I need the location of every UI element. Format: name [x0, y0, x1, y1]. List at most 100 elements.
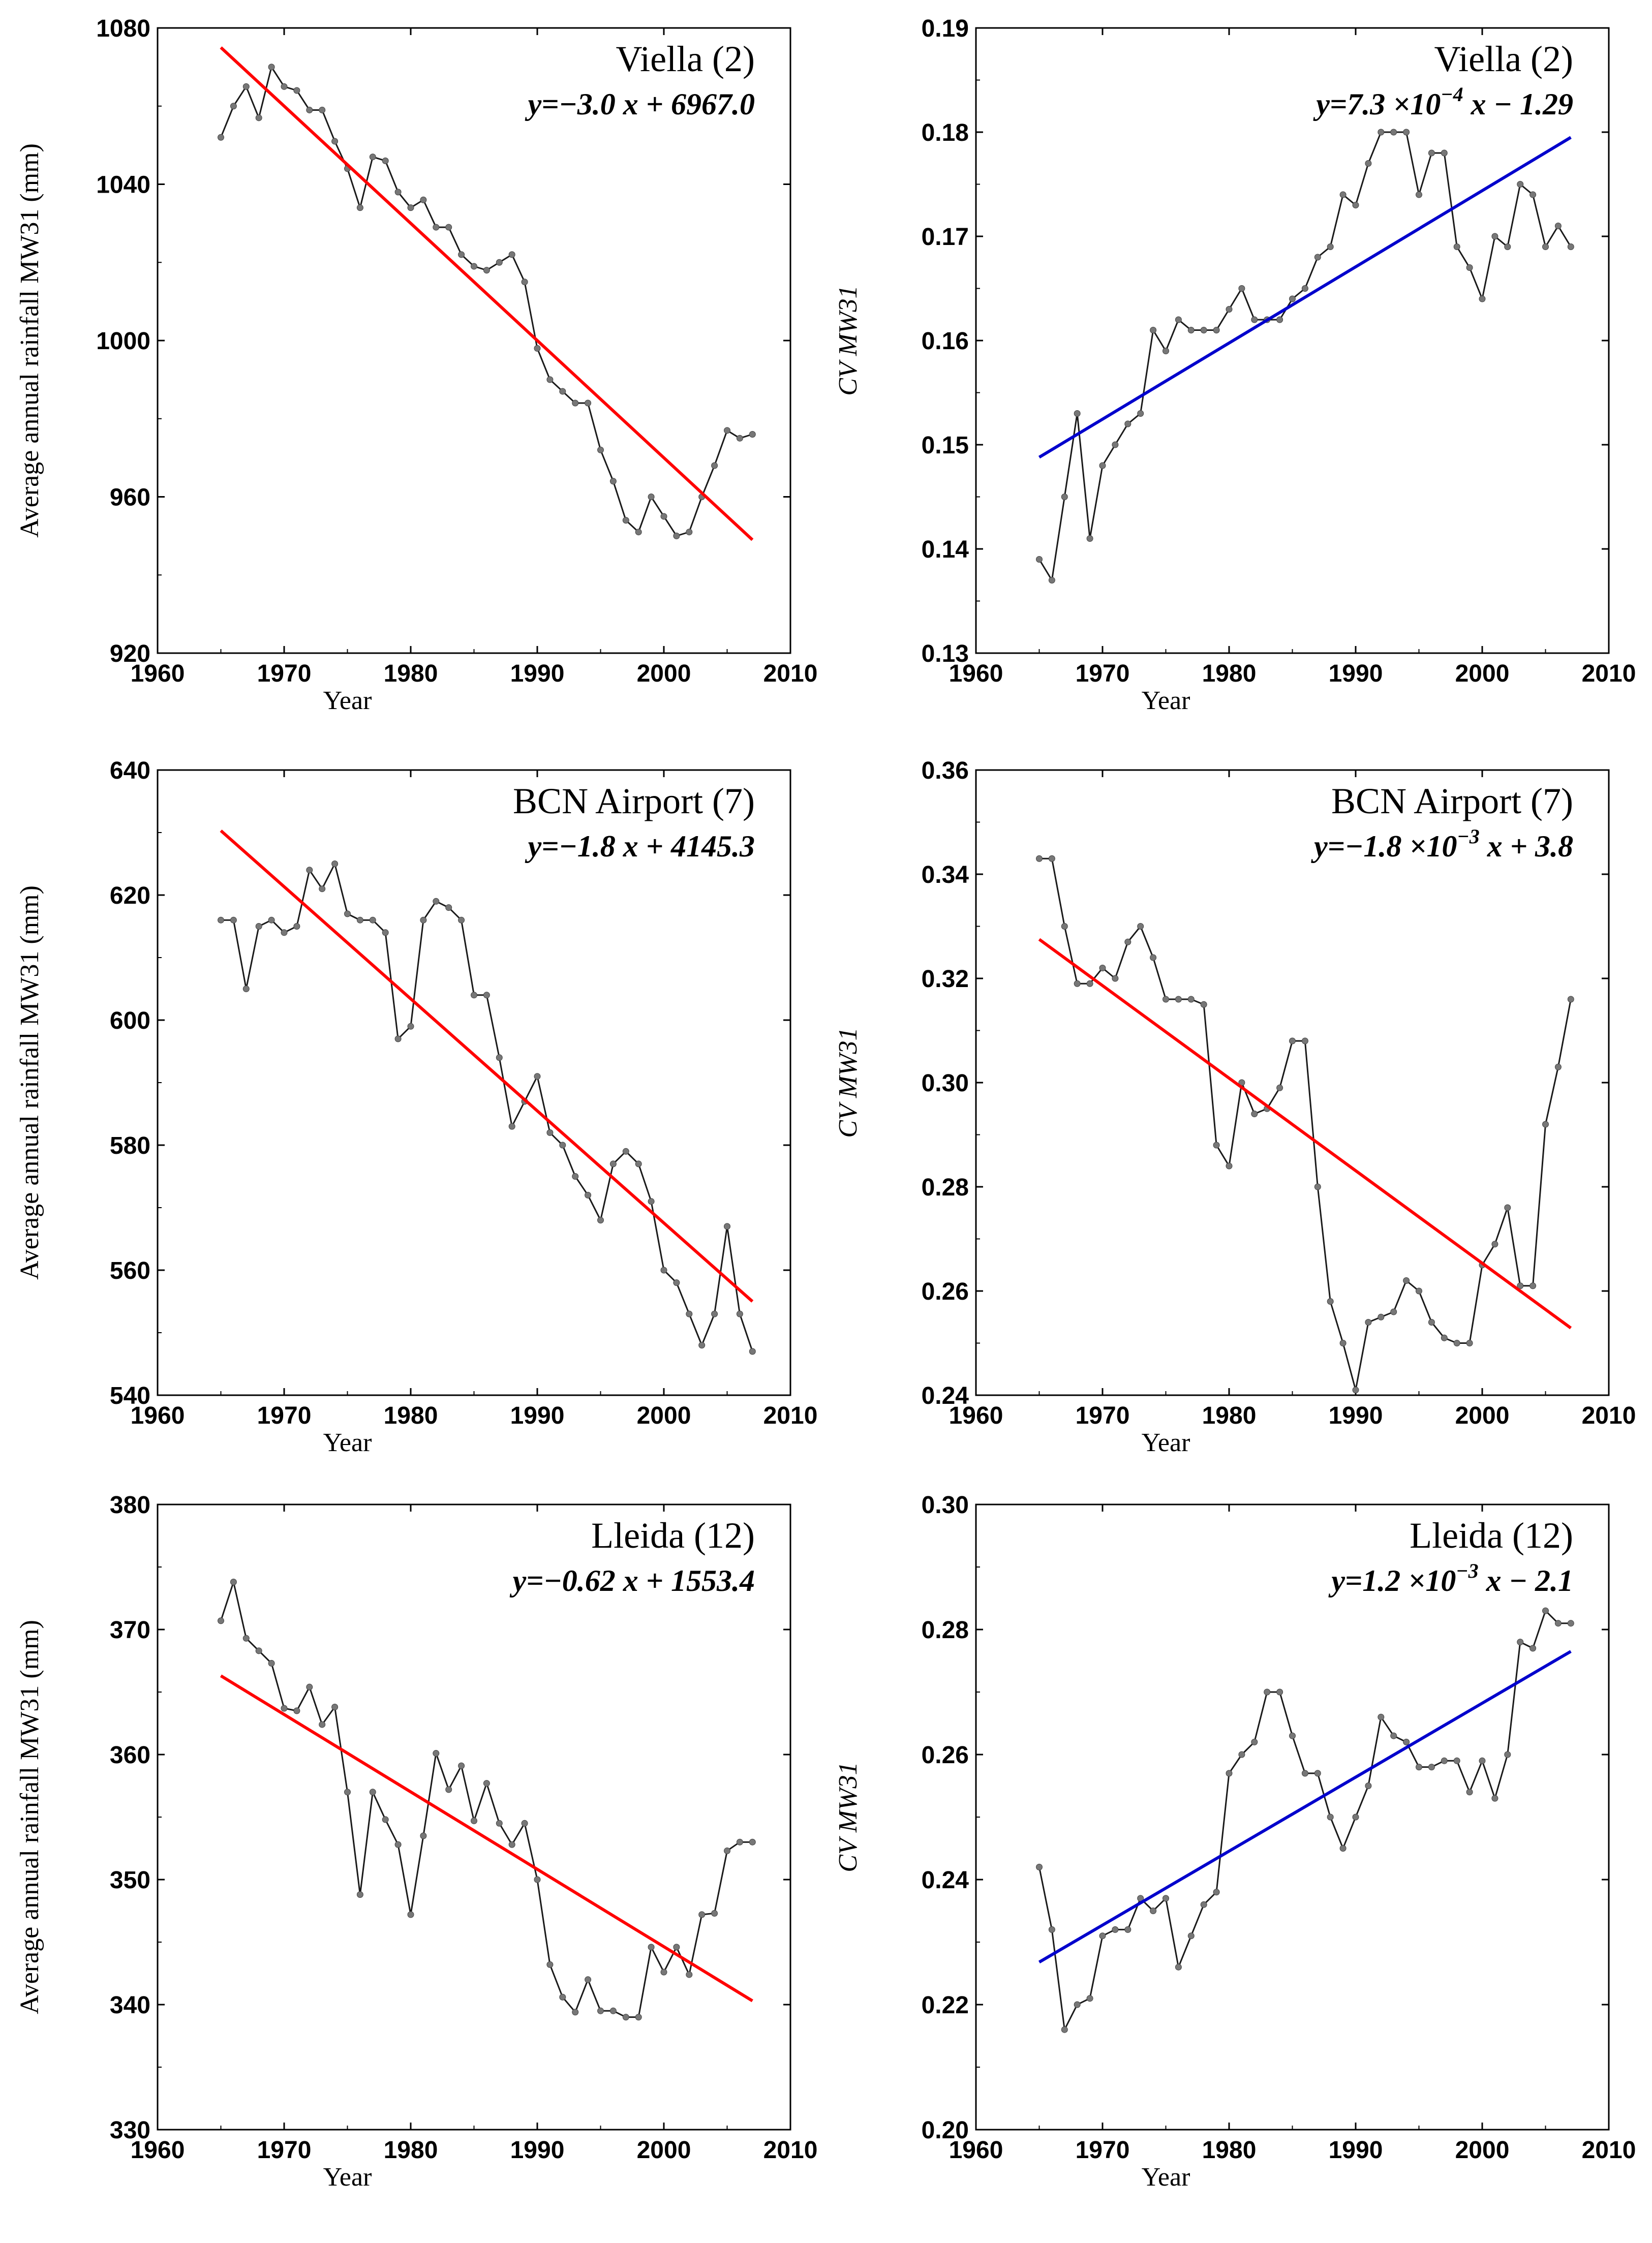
data-point — [1048, 855, 1055, 862]
data-point — [1504, 243, 1511, 250]
data-point — [1567, 996, 1574, 1003]
x-tick-label: 1970 — [257, 2137, 312, 2164]
data-point — [1124, 420, 1131, 427]
data-point — [622, 517, 629, 524]
data-point — [420, 1832, 427, 1839]
data-point — [711, 1910, 718, 1917]
y-tick-label: 0.19 — [922, 15, 969, 42]
plot-frame — [975, 27, 1610, 654]
x-tick-label: 1980 — [384, 660, 438, 687]
data-point — [293, 1707, 300, 1714]
data-point — [1416, 1764, 1422, 1771]
data-point — [268, 916, 275, 924]
data-point — [1162, 1895, 1169, 1902]
x-tick-label: 2010 — [1582, 2137, 1636, 2164]
data-point — [445, 224, 452, 231]
y-axis-label: Average annual rainfall MW31 (mm) — [15, 1620, 44, 2014]
data-point — [281, 83, 288, 90]
data-point — [433, 1750, 440, 1757]
data-point — [1314, 1770, 1321, 1777]
plot-frame — [975, 1503, 1610, 2131]
chart-panel-2: 1960 1970 1980 1990 2000 2010 0.13 0.14 0.15 0.16… — [834, 15, 1636, 715]
panel-title: Lleida (12) — [1410, 1515, 1573, 1556]
x-tick-label: 1960 — [131, 1402, 185, 1429]
x-tick-label: 1990 — [1329, 1402, 1383, 1429]
data-point — [1466, 1340, 1473, 1346]
data-point — [1289, 295, 1296, 302]
data-point — [218, 1617, 224, 1624]
data-point — [1529, 1645, 1537, 1652]
data-point — [496, 1820, 503, 1827]
data-point — [255, 923, 262, 930]
data-point — [1061, 2026, 1068, 2033]
y-tick-label: 330 — [110, 2117, 150, 2144]
trend-equation: y=1.2 ×10−3 x − 2.1 — [1328, 1559, 1573, 1597]
data-point — [1124, 938, 1131, 945]
data-point — [508, 1123, 515, 1130]
data-point — [1403, 1738, 1410, 1745]
x-tick-label: 2000 — [1455, 660, 1510, 687]
data-point — [255, 1647, 262, 1654]
data-point — [471, 263, 477, 270]
chart-panel-6: 1960 1970 1980 1990 2000 2010 0.20 0.22 0.24 0.26… — [834, 1492, 1636, 2192]
x-tick-label: 1990 — [510, 1402, 565, 1429]
x-tick-label: 1970 — [1076, 660, 1130, 687]
data-point — [1137, 410, 1144, 417]
data-point — [369, 153, 376, 161]
data-point — [1036, 1863, 1043, 1870]
data-point — [1378, 129, 1385, 136]
data-point — [622, 1148, 629, 1155]
data-point — [407, 204, 414, 211]
data-point — [1276, 1084, 1283, 1091]
trend-equation: y=7.3 ×10−4 x − 1.29 — [1313, 83, 1573, 121]
data-point — [585, 1191, 592, 1199]
data-point — [242, 1635, 250, 1642]
y-tick-label: 1080 — [96, 15, 150, 42]
y-tick-label: 960 — [110, 484, 150, 511]
equation-tail: x − 1.29 — [1463, 87, 1573, 121]
equation-main: y=7.3 ×10 — [1313, 87, 1441, 121]
data-point — [546, 376, 554, 383]
y-tick-label: 0.26 — [922, 1278, 969, 1305]
x-tick-label: 1960 — [131, 660, 185, 687]
data-point — [1289, 1732, 1296, 1739]
data-point — [1352, 1814, 1359, 1821]
data-point — [1150, 327, 1157, 333]
x-tick-label: 1980 — [384, 2137, 438, 2164]
data-point — [698, 1342, 706, 1349]
data-point — [609, 1160, 617, 1167]
data-point — [1187, 327, 1195, 333]
data-point — [1504, 1204, 1511, 1211]
data-point — [1086, 1995, 1093, 2002]
data-point — [559, 1993, 566, 2001]
data-point — [356, 1891, 363, 1898]
y-tick-label: 0.24 — [922, 1867, 969, 1894]
x-axis-label: Year — [323, 1428, 372, 1457]
x-axis-label: Year — [323, 2163, 372, 2192]
data-point — [572, 400, 579, 407]
equation-exponent: −4 — [1441, 83, 1463, 106]
data-point — [1491, 1241, 1498, 1248]
data-point — [572, 2009, 579, 2016]
data-point — [1099, 965, 1106, 971]
y-tick-label: 620 — [110, 882, 150, 909]
data-point — [508, 1841, 515, 1848]
data-point — [1289, 1037, 1296, 1044]
x-tick-label: 2000 — [637, 1402, 691, 1429]
data-point — [648, 1944, 655, 1951]
equation-main: y=−0.62 x + 1553.4 — [510, 1564, 755, 1597]
y-tick-label: 0.28 — [922, 1174, 969, 1201]
data-point — [1428, 149, 1435, 157]
data-point — [458, 251, 465, 258]
data-point — [1567, 1620, 1574, 1627]
data-point — [268, 1660, 275, 1667]
x-tick-label: 1960 — [131, 2137, 185, 2164]
data-point — [1314, 254, 1321, 261]
y-tick-label: 540 — [110, 1382, 150, 1409]
series-line — [221, 862, 753, 1352]
data-point — [1517, 181, 1524, 188]
data-point — [1428, 1764, 1435, 1771]
data-point — [1491, 233, 1498, 240]
data-point — [319, 885, 326, 893]
data-point — [534, 1876, 541, 1883]
